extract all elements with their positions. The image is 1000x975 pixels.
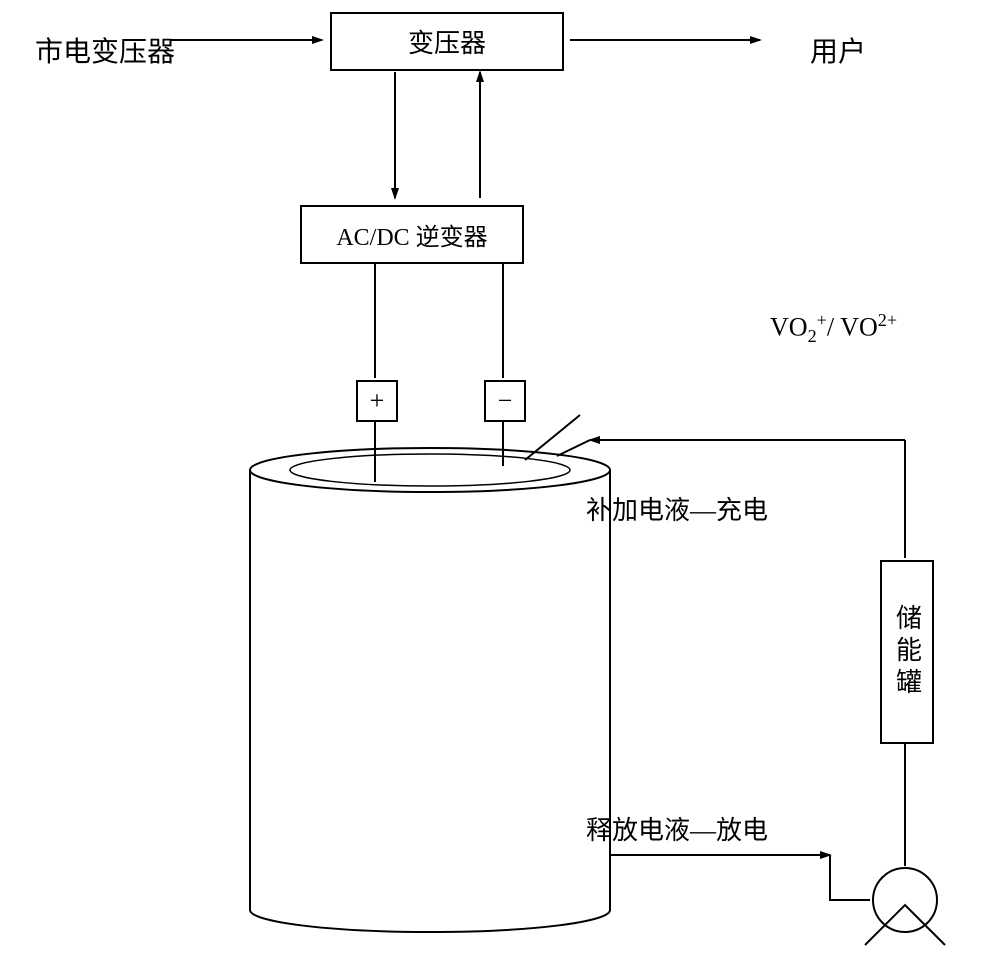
pipe-discharge-to-pump (830, 855, 870, 900)
minus-terminal: − (484, 380, 526, 422)
plus-terminal: + (356, 380, 398, 422)
storage-tank-text: 储能罐 (889, 604, 926, 700)
pump-icon (865, 868, 945, 945)
user-label: 用户 (810, 30, 866, 70)
add-liquid-label: 补加电液—充电 (586, 490, 768, 527)
release-liquid-label: 释放电液—放电 (586, 810, 768, 847)
cylinder (250, 448, 610, 932)
inverter-text: AC/DC 逆变器 (336, 217, 487, 252)
inverter-box: AC/DC 逆变器 (300, 205, 524, 264)
storage-tank-box: 储能罐 (880, 560, 934, 744)
plus-sign: + (370, 386, 385, 416)
leader-line (525, 415, 580, 460)
formula-label: VO2+/ VO2+ (770, 310, 897, 347)
transformer-box: 变压器 (330, 12, 564, 71)
transformer-text: 变压器 (408, 23, 486, 60)
mains-transformer-label: 市电变压器 (35, 30, 175, 70)
pipe-charge-into-cyl (557, 440, 590, 456)
minus-sign: − (498, 386, 513, 416)
diagram-svg (0, 0, 1000, 975)
